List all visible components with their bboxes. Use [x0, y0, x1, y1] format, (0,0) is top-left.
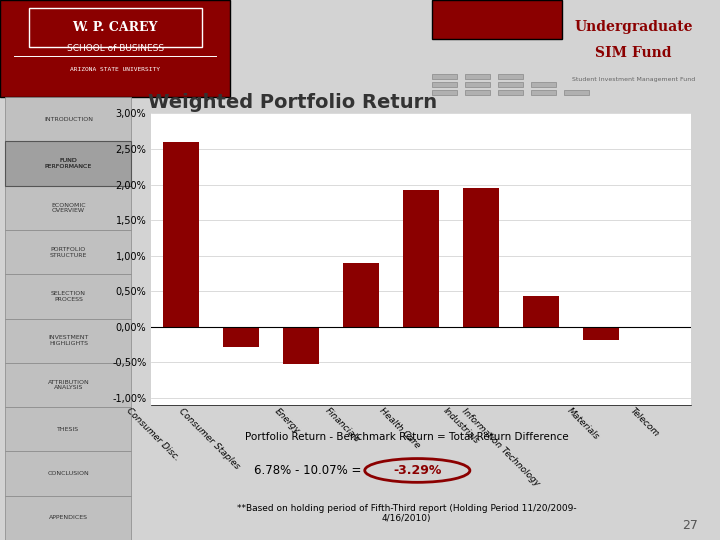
- Text: CONCLUSION: CONCLUSION: [48, 471, 89, 476]
- FancyBboxPatch shape: [6, 230, 131, 274]
- Text: SELECTION
PROCESS: SELECTION PROCESS: [51, 291, 86, 302]
- Text: Student Investment Management Fund: Student Investment Management Fund: [572, 77, 696, 82]
- FancyBboxPatch shape: [0, 0, 230, 97]
- FancyBboxPatch shape: [6, 97, 131, 141]
- Text: THESIS: THESIS: [58, 427, 79, 432]
- FancyBboxPatch shape: [432, 82, 456, 87]
- Text: ECONOMIC
OVERVIEW: ECONOMIC OVERVIEW: [51, 202, 86, 213]
- Text: 6.78% - 10.07% =: 6.78% - 10.07% =: [253, 464, 365, 477]
- Text: Consumer Staples: Consumer Staples: [177, 407, 241, 471]
- Text: Consumer Disc.: Consumer Disc.: [125, 407, 181, 463]
- FancyBboxPatch shape: [531, 90, 556, 95]
- Text: INTRODUCTION: INTRODUCTION: [44, 117, 93, 122]
- Text: INVESTMENT
HIGHLIGHTS: INVESTMENT HIGHLIGHTS: [48, 335, 89, 346]
- FancyBboxPatch shape: [6, 319, 131, 363]
- Text: Materials: Materials: [566, 407, 601, 442]
- FancyBboxPatch shape: [432, 90, 456, 95]
- Text: Industrials: Industrials: [441, 407, 481, 446]
- FancyBboxPatch shape: [6, 186, 131, 230]
- FancyBboxPatch shape: [498, 74, 523, 79]
- Bar: [163, 142, 199, 327]
- FancyBboxPatch shape: [498, 82, 523, 87]
- FancyBboxPatch shape: [432, 0, 562, 39]
- FancyBboxPatch shape: [6, 451, 131, 496]
- FancyBboxPatch shape: [465, 82, 490, 87]
- Text: FUND
PERFORMANCE: FUND PERFORMANCE: [45, 158, 92, 169]
- Bar: [283, 327, 319, 364]
- Bar: [223, 327, 259, 347]
- FancyBboxPatch shape: [6, 363, 131, 407]
- FancyBboxPatch shape: [498, 90, 523, 95]
- Text: W. P. CAREY: W. P. CAREY: [73, 21, 158, 33]
- Text: Health Care: Health Care: [377, 407, 421, 450]
- Text: 27: 27: [683, 519, 698, 532]
- Text: Information Technology: Information Technology: [460, 407, 541, 488]
- Text: Portfolio Return - Benchmark Return = Total Return Difference: Portfolio Return - Benchmark Return = To…: [245, 432, 569, 442]
- Text: ARIZONA STATE UNIVERSITY: ARIZONA STATE UNIVERSITY: [71, 68, 160, 72]
- FancyBboxPatch shape: [6, 274, 131, 319]
- Bar: [583, 327, 619, 340]
- FancyBboxPatch shape: [465, 74, 490, 79]
- Bar: [523, 296, 559, 327]
- Text: -3.29%: -3.29%: [393, 464, 441, 477]
- Text: Telecom: Telecom: [629, 407, 661, 439]
- Text: PORTFOLIO
STRUCTURE: PORTFOLIO STRUCTURE: [50, 247, 87, 258]
- FancyBboxPatch shape: [564, 90, 589, 95]
- FancyBboxPatch shape: [6, 407, 131, 451]
- Text: Undergraduate: Undergraduate: [575, 20, 693, 34]
- FancyBboxPatch shape: [531, 82, 556, 87]
- FancyBboxPatch shape: [6, 141, 131, 186]
- Text: APPENDICES: APPENDICES: [49, 515, 88, 521]
- Text: SIM Fund: SIM Fund: [595, 46, 672, 60]
- FancyBboxPatch shape: [465, 90, 490, 95]
- Text: ATTRIBUTION
ANALYSIS: ATTRIBUTION ANALYSIS: [48, 380, 89, 390]
- FancyBboxPatch shape: [6, 496, 131, 540]
- Bar: [343, 263, 379, 327]
- Text: Weighted Portfolio Return: Weighted Portfolio Return: [148, 93, 438, 112]
- FancyBboxPatch shape: [6, 141, 131, 186]
- Text: **Based on holding period of Fifth-Third report (Holding Period 11/20/2009-
4/16: **Based on holding period of Fifth-Third…: [237, 503, 577, 523]
- Text: Financials: Financials: [323, 407, 361, 444]
- Bar: [403, 190, 439, 327]
- Bar: [463, 188, 499, 327]
- Text: SCHOOL of BUSINESS: SCHOOL of BUSINESS: [67, 44, 163, 53]
- FancyBboxPatch shape: [432, 74, 456, 79]
- Text: FUND
PERFORMANCE: FUND PERFORMANCE: [45, 158, 92, 169]
- Text: Energy: Energy: [272, 407, 301, 435]
